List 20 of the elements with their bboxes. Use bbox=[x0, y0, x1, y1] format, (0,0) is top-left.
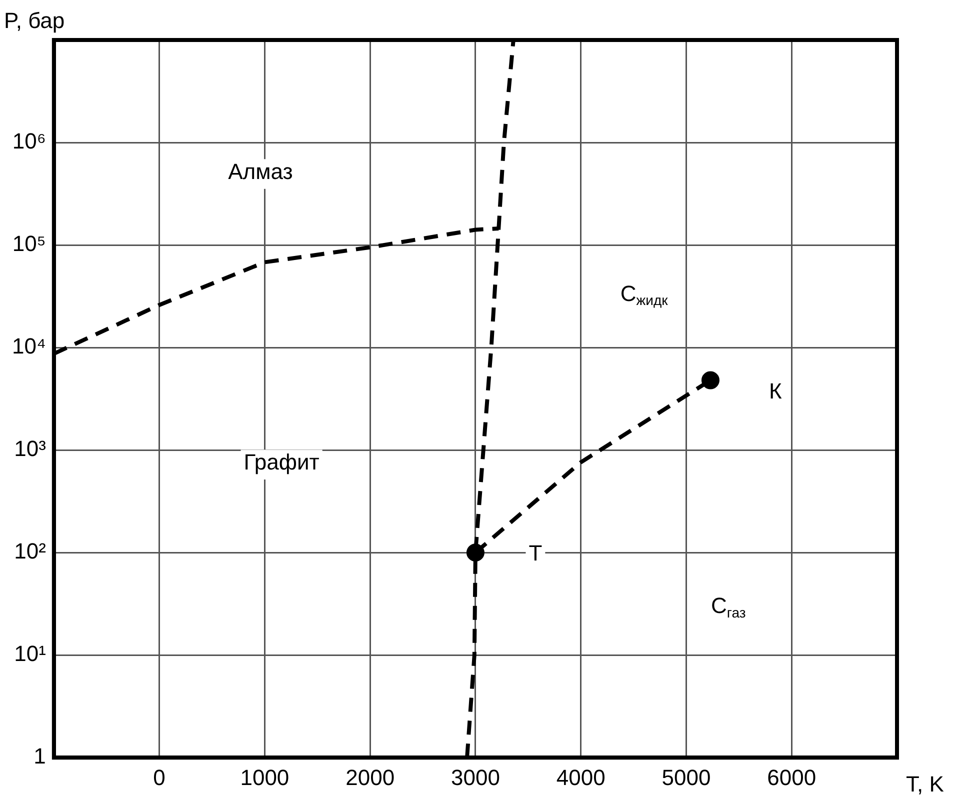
x-axis-title: T, K bbox=[906, 772, 944, 797]
y-tick-label: 10⁵ bbox=[12, 231, 46, 256]
y-axis-title: P, бар bbox=[4, 8, 65, 34]
x-tick-label: 3000 bbox=[450, 764, 500, 790]
y-tick-label: 10⁶ bbox=[12, 128, 46, 154]
x-tick-label: 6000 bbox=[767, 764, 816, 790]
annotation: К bbox=[769, 378, 782, 404]
x-tick-label: 2000 bbox=[346, 764, 395, 790]
y-tick-label: 10¹ bbox=[14, 641, 46, 666]
y-tick-label: 1 bbox=[34, 744, 46, 769]
annotation: Т bbox=[528, 540, 542, 566]
y-tick-label: 10² bbox=[14, 538, 46, 564]
x-tick-label: 0 bbox=[153, 764, 166, 790]
x-tick-label: 4000 bbox=[556, 764, 606, 790]
y-tick-label: 10³ bbox=[14, 436, 46, 462]
annotation: Алмаз bbox=[228, 158, 293, 184]
x-tick-label: 5000 bbox=[662, 764, 711, 790]
y-tick-label: 10⁴ bbox=[12, 334, 46, 359]
annotation: Графит bbox=[244, 449, 320, 474]
x-tick-label: 1000 bbox=[240, 764, 290, 790]
